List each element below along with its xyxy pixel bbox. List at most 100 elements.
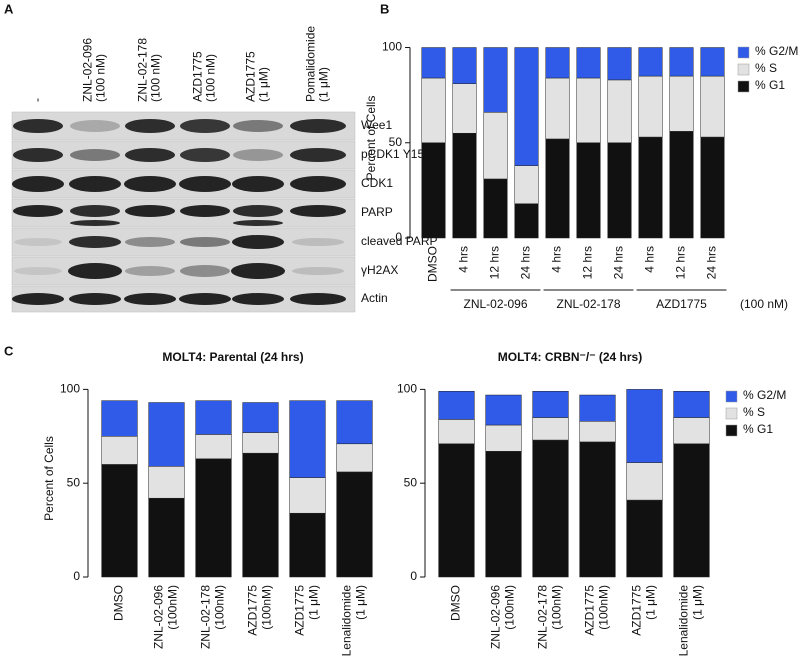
bar-segment [438, 419, 475, 445]
band [232, 235, 284, 249]
band [70, 205, 120, 217]
x-tick-label: 4 hrs [643, 246, 657, 273]
x-tick-label: (1 μM) [354, 585, 368, 620]
band [124, 293, 176, 305]
x-tick-label: AZD1775 [246, 585, 260, 636]
bar-segment [242, 452, 279, 578]
bar-segment [607, 142, 632, 239]
lane-label: (100 nM) [204, 54, 218, 102]
legend-label: % G2/M [743, 388, 786, 402]
band [70, 120, 120, 132]
band [233, 120, 283, 132]
legend-label: % G1 [755, 78, 785, 92]
bar-segment [452, 83, 477, 134]
bar-segment [452, 132, 477, 239]
chart-title: MOLT4: CRBN⁻/⁻ (24 hrs) [498, 350, 642, 364]
band [70, 220, 120, 226]
x-tick-label: 12 hrs [488, 246, 502, 279]
bar-segment [700, 136, 725, 239]
band [125, 205, 175, 217]
bar-segment [576, 142, 601, 239]
band [231, 263, 285, 279]
panel-label: B [380, 1, 389, 16]
bar-segment [579, 441, 616, 578]
bar-segment [626, 462, 663, 501]
band [125, 266, 175, 276]
band [13, 148, 63, 162]
bar-segment [289, 400, 326, 478]
band [292, 238, 344, 246]
band [69, 293, 121, 305]
x-tick-label: (100nM) [550, 585, 564, 630]
band [179, 293, 231, 305]
row-label: cleaved PARP [361, 234, 437, 248]
row-label: pCDK1 Y15 [361, 147, 424, 161]
band [13, 119, 63, 133]
band [180, 237, 230, 247]
band [180, 119, 230, 133]
band [290, 176, 346, 192]
bar-segment [148, 497, 185, 578]
row-label: PARP [361, 205, 393, 219]
band [70, 149, 120, 161]
band [13, 205, 63, 217]
legend-swatch [737, 80, 750, 93]
x-tick-label: (1 μM) [307, 585, 321, 620]
bar-segment [514, 203, 539, 239]
bar-segment [514, 165, 539, 204]
blot [11, 111, 356, 313]
bar-segment [626, 499, 663, 578]
band [12, 176, 64, 192]
x-tick-label: (100nM) [503, 585, 517, 630]
bar-segment [483, 112, 508, 180]
bar-segment [545, 47, 570, 79]
y-tick-label: 50 [67, 475, 81, 489]
bar-segment [700, 47, 725, 77]
bar-segment [148, 466, 185, 499]
x-tick-label: (100nM) [166, 585, 180, 630]
bar-segment [289, 477, 326, 514]
x-tick-label: (100nM) [260, 585, 274, 630]
bar-segment [638, 47, 663, 77]
bar-segment [195, 400, 232, 435]
bar-segment [545, 138, 570, 239]
x-tick-label: AZD1775 [583, 585, 597, 636]
band [292, 267, 344, 275]
band [69, 176, 121, 192]
y-tick-label: 0 [73, 569, 80, 583]
lane-label: (100 nM) [149, 54, 163, 102]
bar-segment [485, 424, 522, 452]
band [125, 148, 175, 162]
x-tick-label: AZD1775 [630, 585, 644, 636]
row-label: Actin [361, 291, 388, 305]
band [232, 176, 284, 192]
x-tick-label: (100nM) [213, 585, 227, 630]
bar-segment [195, 434, 232, 460]
bar-segment [514, 47, 539, 166]
y-tick-label: 50 [389, 135, 403, 149]
legend-label: % G1 [743, 422, 773, 436]
bar-segment [438, 443, 475, 578]
x-tick-label: 24 hrs [519, 246, 533, 279]
band [290, 293, 346, 305]
x-tick-label: AZD1775 [293, 585, 307, 636]
y-axis-label: Percent of Cells [42, 436, 56, 521]
x-tick-label: Lenalidomide [340, 585, 354, 657]
band [290, 148, 346, 162]
lane-label: (100 nM) [94, 54, 108, 102]
bar-segment [485, 394, 522, 426]
bar-segment [576, 77, 601, 144]
band [179, 176, 231, 192]
bar-segment [483, 178, 508, 239]
bar-segment [626, 389, 663, 463]
lane-label: (1 μM) [317, 67, 331, 102]
lane-label: Pomalidomide [304, 26, 318, 102]
x-tick-label: DMSO [426, 246, 440, 282]
bar-segment [579, 394, 616, 422]
legend-swatch [725, 424, 738, 437]
x-tick-label: 24 hrs [612, 246, 626, 279]
x-tick-label: ZNL-02-096 [152, 585, 166, 649]
bar-segment [421, 142, 446, 239]
band [14, 238, 62, 246]
bar-segment [336, 471, 373, 578]
